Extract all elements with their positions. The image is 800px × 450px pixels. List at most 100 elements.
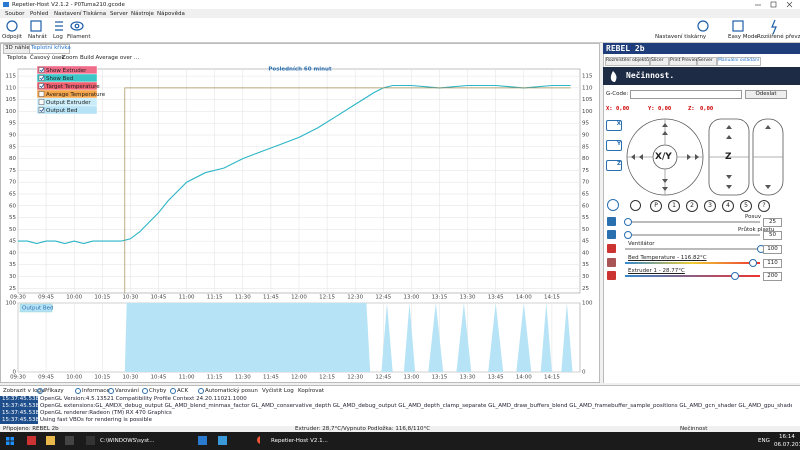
preset-button[interactable]: 4	[722, 200, 734, 212]
tab[interactable]: Slicer	[650, 57, 669, 66]
legend-checkbox	[38, 75, 45, 81]
slider-value[interactable]: 50	[763, 231, 782, 240]
slider-value[interactable]: 25	[763, 218, 782, 227]
tab[interactable]: Server	[697, 57, 717, 66]
home-button[interactable]: X	[606, 120, 622, 131]
slider-value[interactable]: 100	[763, 245, 782, 254]
legend-label: Output Bed	[46, 108, 78, 114]
y2-tick-label: 60	[582, 203, 589, 209]
y2-tick-label: 75	[582, 168, 589, 174]
taskbar-icons	[6, 436, 260, 445]
chart-toolbar-item[interactable]: Časový úsek	[30, 55, 65, 61]
log-time: 15:37:45.538	[0, 396, 39, 403]
log-filter[interactable]: Informace	[82, 388, 110, 394]
toolbar-button[interactable]: Rozšířené převzetí	[757, 34, 800, 40]
home-button[interactable]: Y	[606, 140, 622, 151]
y-tick-label: 40	[9, 250, 16, 256]
legend-checkbox	[38, 83, 45, 89]
menu-item[interactable]: Nástroje	[131, 10, 154, 17]
log-filter[interactable]: ACK	[177, 388, 189, 394]
preset-button[interactable]: P	[650, 200, 662, 212]
chart-title: Output Bed	[22, 306, 54, 312]
legend-swatch	[36, 105, 98, 115]
slider-knob[interactable]	[731, 272, 739, 280]
log-filter-radio[interactable]	[37, 388, 43, 394]
tab[interactable]: Rozmístění objektů	[605, 57, 650, 66]
toolbar-button[interactable]: Nastavení tiskárny	[655, 34, 707, 40]
legend-check	[39, 83, 45, 89]
tab[interactable]: Manuální ovládání	[717, 57, 761, 66]
jog-xy-label[interactable]: X/Y	[655, 152, 672, 162]
jog-z-label[interactable]: Z	[725, 152, 732, 162]
menu-item[interactable]: Tiskárna	[83, 10, 107, 17]
preset-button[interactable]: 2	[686, 200, 698, 212]
log-filter[interactable]: Chyby	[149, 388, 167, 394]
slider-knob[interactable]	[749, 259, 757, 267]
status-text: Extruder: 28,7°C/Vypnuto Podložka: 116,8…	[295, 426, 431, 432]
log-filter-radio[interactable]	[170, 388, 176, 394]
preset-button[interactable]: 3	[704, 200, 716, 212]
square-button[interactable]	[630, 200, 641, 211]
menu-item[interactable]: Nastavení	[54, 10, 82, 17]
slider-track[interactable]	[625, 262, 760, 264]
taskbar-time: 16:14	[779, 434, 795, 440]
home-button[interactable]: Z	[606, 160, 622, 171]
x-tick-label: 10:30	[122, 295, 138, 301]
log-text: OpenGL Version:4.5.13521 Compatibility P…	[40, 396, 247, 402]
preset-button[interactable]: ?	[758, 200, 770, 212]
legend-check	[39, 107, 45, 113]
tab[interactable]: Teplotní křivka	[29, 44, 71, 54]
taskbar-app[interactable]: C:\WINDOWS\syst...	[100, 438, 155, 444]
chart-toolbar-item[interactable]: Zoom	[62, 55, 78, 61]
menu-item[interactable]: Nápověda	[157, 10, 185, 17]
log-filter-radio[interactable]	[198, 388, 204, 394]
log-filter-radio[interactable]	[75, 388, 81, 394]
slider-track[interactable]	[625, 221, 760, 223]
menu-item[interactable]: Pohled	[30, 10, 49, 17]
preset-button[interactable]: 1	[668, 200, 680, 212]
chart-toolbar-item[interactable]: Teplota	[7, 55, 27, 61]
slider-knob[interactable]	[624, 231, 632, 239]
toolbar-button[interactable]: Odpojit	[2, 34, 22, 40]
chart-toolbar-item[interactable]: Build Average over ...	[80, 55, 140, 61]
toolbar-button[interactable]: Easy Mode	[728, 34, 758, 40]
y-tick-label: 110	[6, 85, 17, 91]
toolbar-button[interactable]: Log	[53, 34, 63, 40]
y2-tick-label: 30	[582, 274, 589, 280]
log-action[interactable]: Kopírovat	[298, 388, 325, 394]
tab[interactable]: 3D náhled	[3, 44, 33, 54]
legend-check	[39, 75, 45, 81]
toolbar-button[interactable]: Filament	[67, 34, 91, 40]
log-filter[interactable]: Varování	[115, 388, 139, 394]
menu-item[interactable]: Server	[110, 10, 129, 17]
coord-value: 0,00	[658, 106, 672, 112]
tab[interactable]: Print Preview	[669, 57, 699, 66]
slider-value[interactable]: 200	[763, 272, 782, 281]
slider-track[interactable]	[625, 248, 760, 250]
toolbar-button[interactable]: Nahrát	[28, 34, 47, 40]
preset-button[interactable]: 5	[740, 200, 752, 212]
chart-title-box	[19, 303, 53, 313]
slider-value[interactable]: 110	[763, 259, 782, 268]
log-filter-radio[interactable]	[142, 388, 148, 394]
status-text: Nečinnost	[680, 426, 708, 432]
slider-knob[interactable]	[624, 218, 632, 226]
y2-tick-label: 85	[582, 144, 589, 150]
power-button[interactable]	[607, 199, 619, 211]
slider-track[interactable]	[625, 234, 760, 236]
log-filter[interactable]: Příkazy	[44, 388, 64, 394]
x-tick-label: 10:45	[151, 295, 167, 301]
y-tick-label: 75	[9, 168, 16, 174]
gcode-input[interactable]	[630, 90, 742, 99]
log-filter-radio[interactable]	[108, 388, 114, 394]
taskbar-app[interactable]: Repetier-Host V2.1...	[271, 438, 328, 444]
log-action[interactable]: Vyčistit Log	[262, 388, 294, 394]
slider-track[interactable]	[625, 275, 760, 277]
log-filter[interactable]: Automatický posun	[205, 388, 258, 394]
send-button[interactable]: Odeslat	[745, 90, 787, 99]
x-tick-label: 10:00	[66, 375, 82, 381]
log-text: OpenGL extensions:GL_AMDX_debug_output G…	[40, 403, 792, 409]
x-tick-label: 14:15	[544, 375, 560, 381]
x-tick-label: 11:00	[179, 375, 195, 381]
menu-item[interactable]: Soubor	[5, 10, 25, 17]
